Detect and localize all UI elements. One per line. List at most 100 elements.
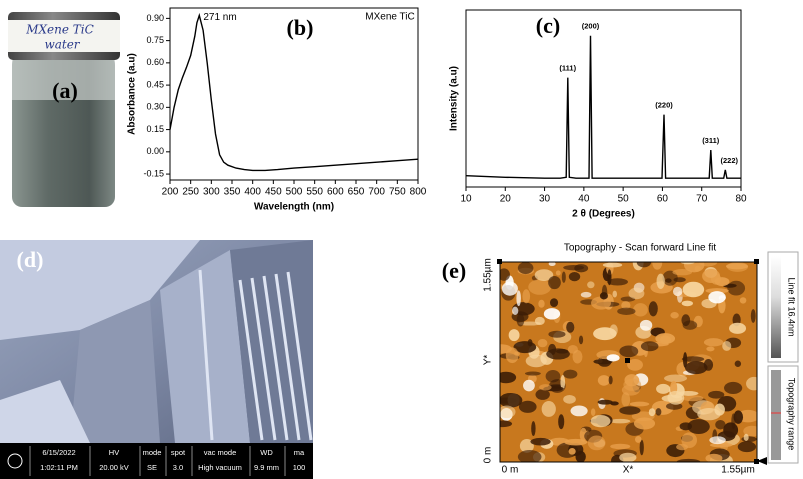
afm-grain xyxy=(679,422,693,431)
afm-grain xyxy=(705,288,729,294)
info-key: WD xyxy=(260,448,273,457)
afm-grain xyxy=(681,356,705,362)
afm-grain xyxy=(530,437,551,446)
afm-grain xyxy=(621,384,640,396)
afm-grain xyxy=(519,438,534,453)
x-tick-label: 800 xyxy=(410,187,427,198)
x-tick-label: 30 xyxy=(539,194,551,205)
x-tick-label: 750 xyxy=(389,187,406,198)
scale-bar-gradient xyxy=(771,256,781,358)
afm-grain xyxy=(593,358,613,365)
afm-grain xyxy=(523,379,535,392)
afm-grain xyxy=(633,417,656,430)
afm-grain xyxy=(709,436,726,445)
info-key: HV xyxy=(109,448,119,457)
afm-grain xyxy=(537,338,548,348)
afm-grain xyxy=(665,278,672,283)
afm-grain xyxy=(606,354,620,362)
y-tick-label: 0.60 xyxy=(146,57,164,67)
afm-grain xyxy=(599,292,608,300)
afm-grain xyxy=(652,262,663,270)
info-value: 20.00 kV xyxy=(99,463,129,472)
y-tick-label: 0.45 xyxy=(146,79,164,89)
vial-label: water xyxy=(44,38,80,52)
afm-grain xyxy=(702,268,721,284)
afm-grain xyxy=(534,269,554,281)
absorbance-chart: (b) MXene TiC 200 250 300 350 400 450 500 550 60… xyxy=(127,7,427,213)
afm-grain xyxy=(617,307,636,315)
afm-grain xyxy=(708,291,726,304)
afm-grain xyxy=(648,301,658,317)
afm-grain xyxy=(568,272,581,282)
afm-grain xyxy=(539,384,552,391)
afm-corner xyxy=(754,259,759,264)
afm-grain xyxy=(656,383,671,394)
sem-ridge xyxy=(0,380,90,443)
x-tick-label: 500 xyxy=(286,187,303,198)
info-key: 6/15/2022 xyxy=(42,448,75,457)
afm-grain xyxy=(750,309,756,323)
afm-corner xyxy=(497,259,502,264)
x-tick-label: 70 xyxy=(696,194,708,205)
afm-grain xyxy=(739,297,747,304)
afm-frame xyxy=(499,261,758,463)
x-tick-label: 10 xyxy=(460,194,472,205)
data-line xyxy=(169,12,419,172)
afm-grain xyxy=(648,408,656,417)
afm-grain xyxy=(708,390,725,399)
afm-grain xyxy=(682,320,698,330)
afm-grain xyxy=(634,436,642,443)
x-tick-label: 400 xyxy=(244,187,261,198)
afm-grain xyxy=(656,273,665,289)
y-tick-label: 0.30 xyxy=(146,102,164,112)
afm-grain xyxy=(534,316,545,326)
afm-grain xyxy=(597,375,610,386)
afm-grain xyxy=(516,313,525,327)
afm-grain xyxy=(501,281,518,296)
afm-grain xyxy=(518,400,537,413)
afm-grain xyxy=(629,401,650,407)
afm-grain xyxy=(655,333,676,344)
afm-grain xyxy=(734,360,742,368)
sem-layer xyxy=(274,273,301,441)
afm-y-bottom: 0 m xyxy=(483,447,494,464)
afm-grain xyxy=(664,374,688,383)
afm-grain xyxy=(628,287,645,300)
afm-grain xyxy=(568,448,576,455)
afm-grain xyxy=(607,269,612,286)
sem-ridge xyxy=(70,300,160,443)
x-tick-label: 550 xyxy=(306,187,323,198)
x-tick-label: 250 xyxy=(182,187,199,198)
x-tick-label: 80 xyxy=(735,194,747,205)
x-tick-label: 60 xyxy=(657,194,669,205)
afm-grain xyxy=(680,262,695,265)
afm-grain xyxy=(619,452,637,462)
afm-grain xyxy=(566,321,575,333)
afm-x-right: 1.55µm xyxy=(721,465,755,476)
info-key: vac mode xyxy=(204,448,237,457)
afm-corner xyxy=(754,459,759,464)
afm-grain xyxy=(723,422,739,438)
afm-grain xyxy=(541,400,556,417)
info-value: 1:02:11 PM xyxy=(40,463,78,472)
afm-grain xyxy=(500,268,510,281)
info-value: 3.0 xyxy=(173,463,183,472)
afm-grain xyxy=(548,275,561,290)
afm-grain xyxy=(500,392,523,408)
afm-grain xyxy=(612,290,618,298)
afm-grain xyxy=(528,279,552,295)
vial-sticker xyxy=(8,20,120,52)
afm-grain xyxy=(624,374,640,387)
afm-grain xyxy=(672,269,693,276)
afm-grain xyxy=(558,414,565,430)
afm-grain xyxy=(555,270,561,276)
afm-grain xyxy=(516,290,521,307)
y-tick-label: 0.90 xyxy=(146,13,164,23)
sem-layer xyxy=(250,277,277,441)
afm-grain xyxy=(655,408,662,416)
afm-grain xyxy=(676,458,701,462)
panel-label: (a) xyxy=(52,78,78,103)
info-value: 9.9 mm xyxy=(254,463,279,472)
peak-label: (200) xyxy=(582,22,600,31)
